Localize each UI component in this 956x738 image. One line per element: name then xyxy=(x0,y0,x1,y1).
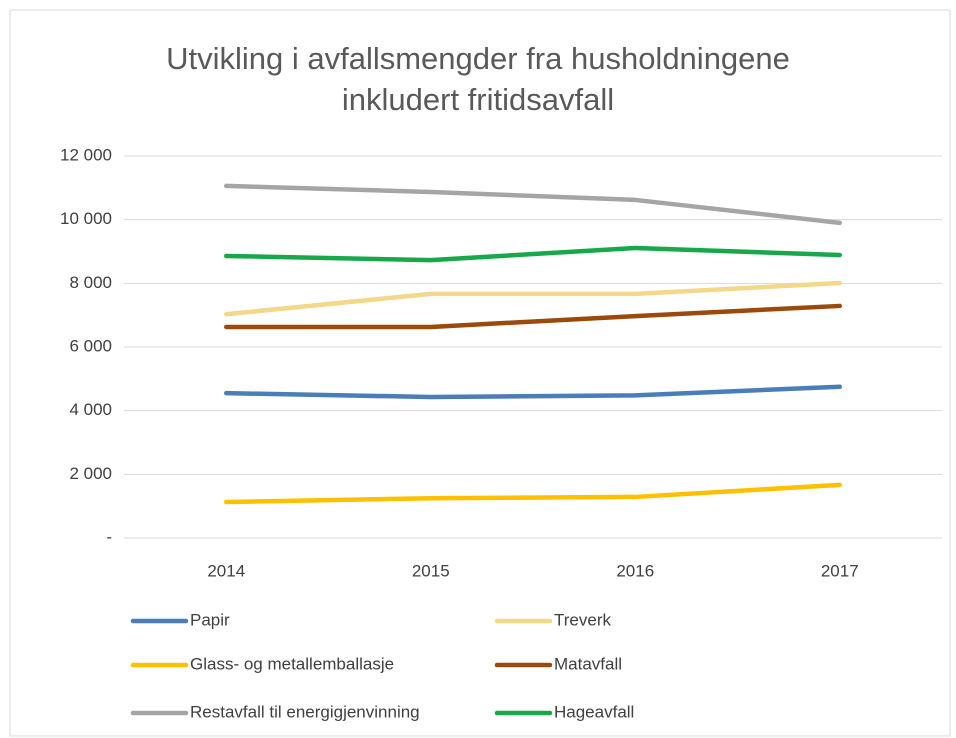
x-tick-label: 2015 xyxy=(412,561,450,580)
series-line xyxy=(224,245,842,263)
y-tick-label: 8 000 xyxy=(69,273,112,292)
y-tick-label: 6 000 xyxy=(69,336,112,355)
chart-border xyxy=(9,9,951,737)
legend-label: Glass- og metallemballasje xyxy=(190,654,394,673)
legend-label: Restavfall til energigjenvinning xyxy=(190,702,420,721)
legend-label: Papir xyxy=(190,610,230,629)
x-tick-label: 2017 xyxy=(821,561,859,580)
y-tick-label: 4 000 xyxy=(69,400,112,419)
legend-label: Matavfall xyxy=(554,654,622,673)
series-line xyxy=(224,482,842,505)
y-tick-label: - xyxy=(106,527,112,546)
legend-label: Hageavfall xyxy=(554,702,634,721)
y-tick-label: 2 000 xyxy=(69,464,112,483)
chart-title: Utvikling i avfallsmengder fra husholdni… xyxy=(166,41,790,117)
series-line xyxy=(224,303,842,330)
legend-label: Treverk xyxy=(554,610,611,629)
y-tick-label: 12 000 xyxy=(60,145,112,164)
y-tick-label: 10 000 xyxy=(60,209,112,228)
series-line xyxy=(224,183,842,226)
series-line xyxy=(224,280,842,317)
x-tick-label: 2014 xyxy=(207,561,245,580)
series-line xyxy=(224,384,842,400)
x-tick-label: 2016 xyxy=(616,561,654,580)
